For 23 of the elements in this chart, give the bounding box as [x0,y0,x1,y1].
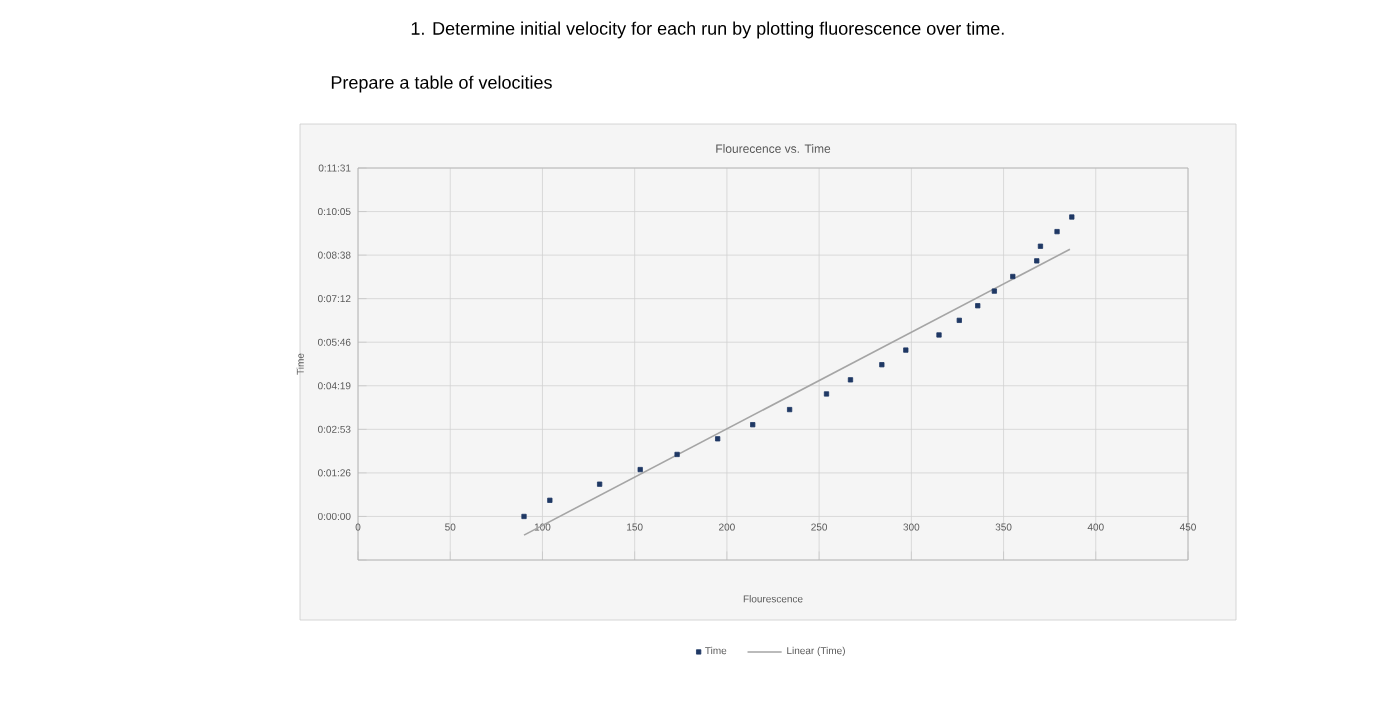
point [991,288,997,294]
point [903,347,909,353]
text: Prepare a table of velocities [331,75,552,93]
point [750,422,756,428]
point [715,436,721,442]
point [879,362,885,368]
point [637,466,643,473]
point [936,332,942,338]
point [547,497,553,503]
point [975,303,981,309]
point [1034,258,1040,264]
point [521,513,527,520]
point [597,481,603,487]
point [1010,273,1016,280]
text: 1. Determine initial velocity for each run by plotting fluorescence over time. [411,21,1004,39]
point [823,391,830,397]
point [1069,214,1075,220]
point [847,377,854,383]
point [956,317,962,323]
point [787,406,793,413]
point [674,451,680,458]
point [1037,243,1044,249]
point [1054,229,1060,235]
